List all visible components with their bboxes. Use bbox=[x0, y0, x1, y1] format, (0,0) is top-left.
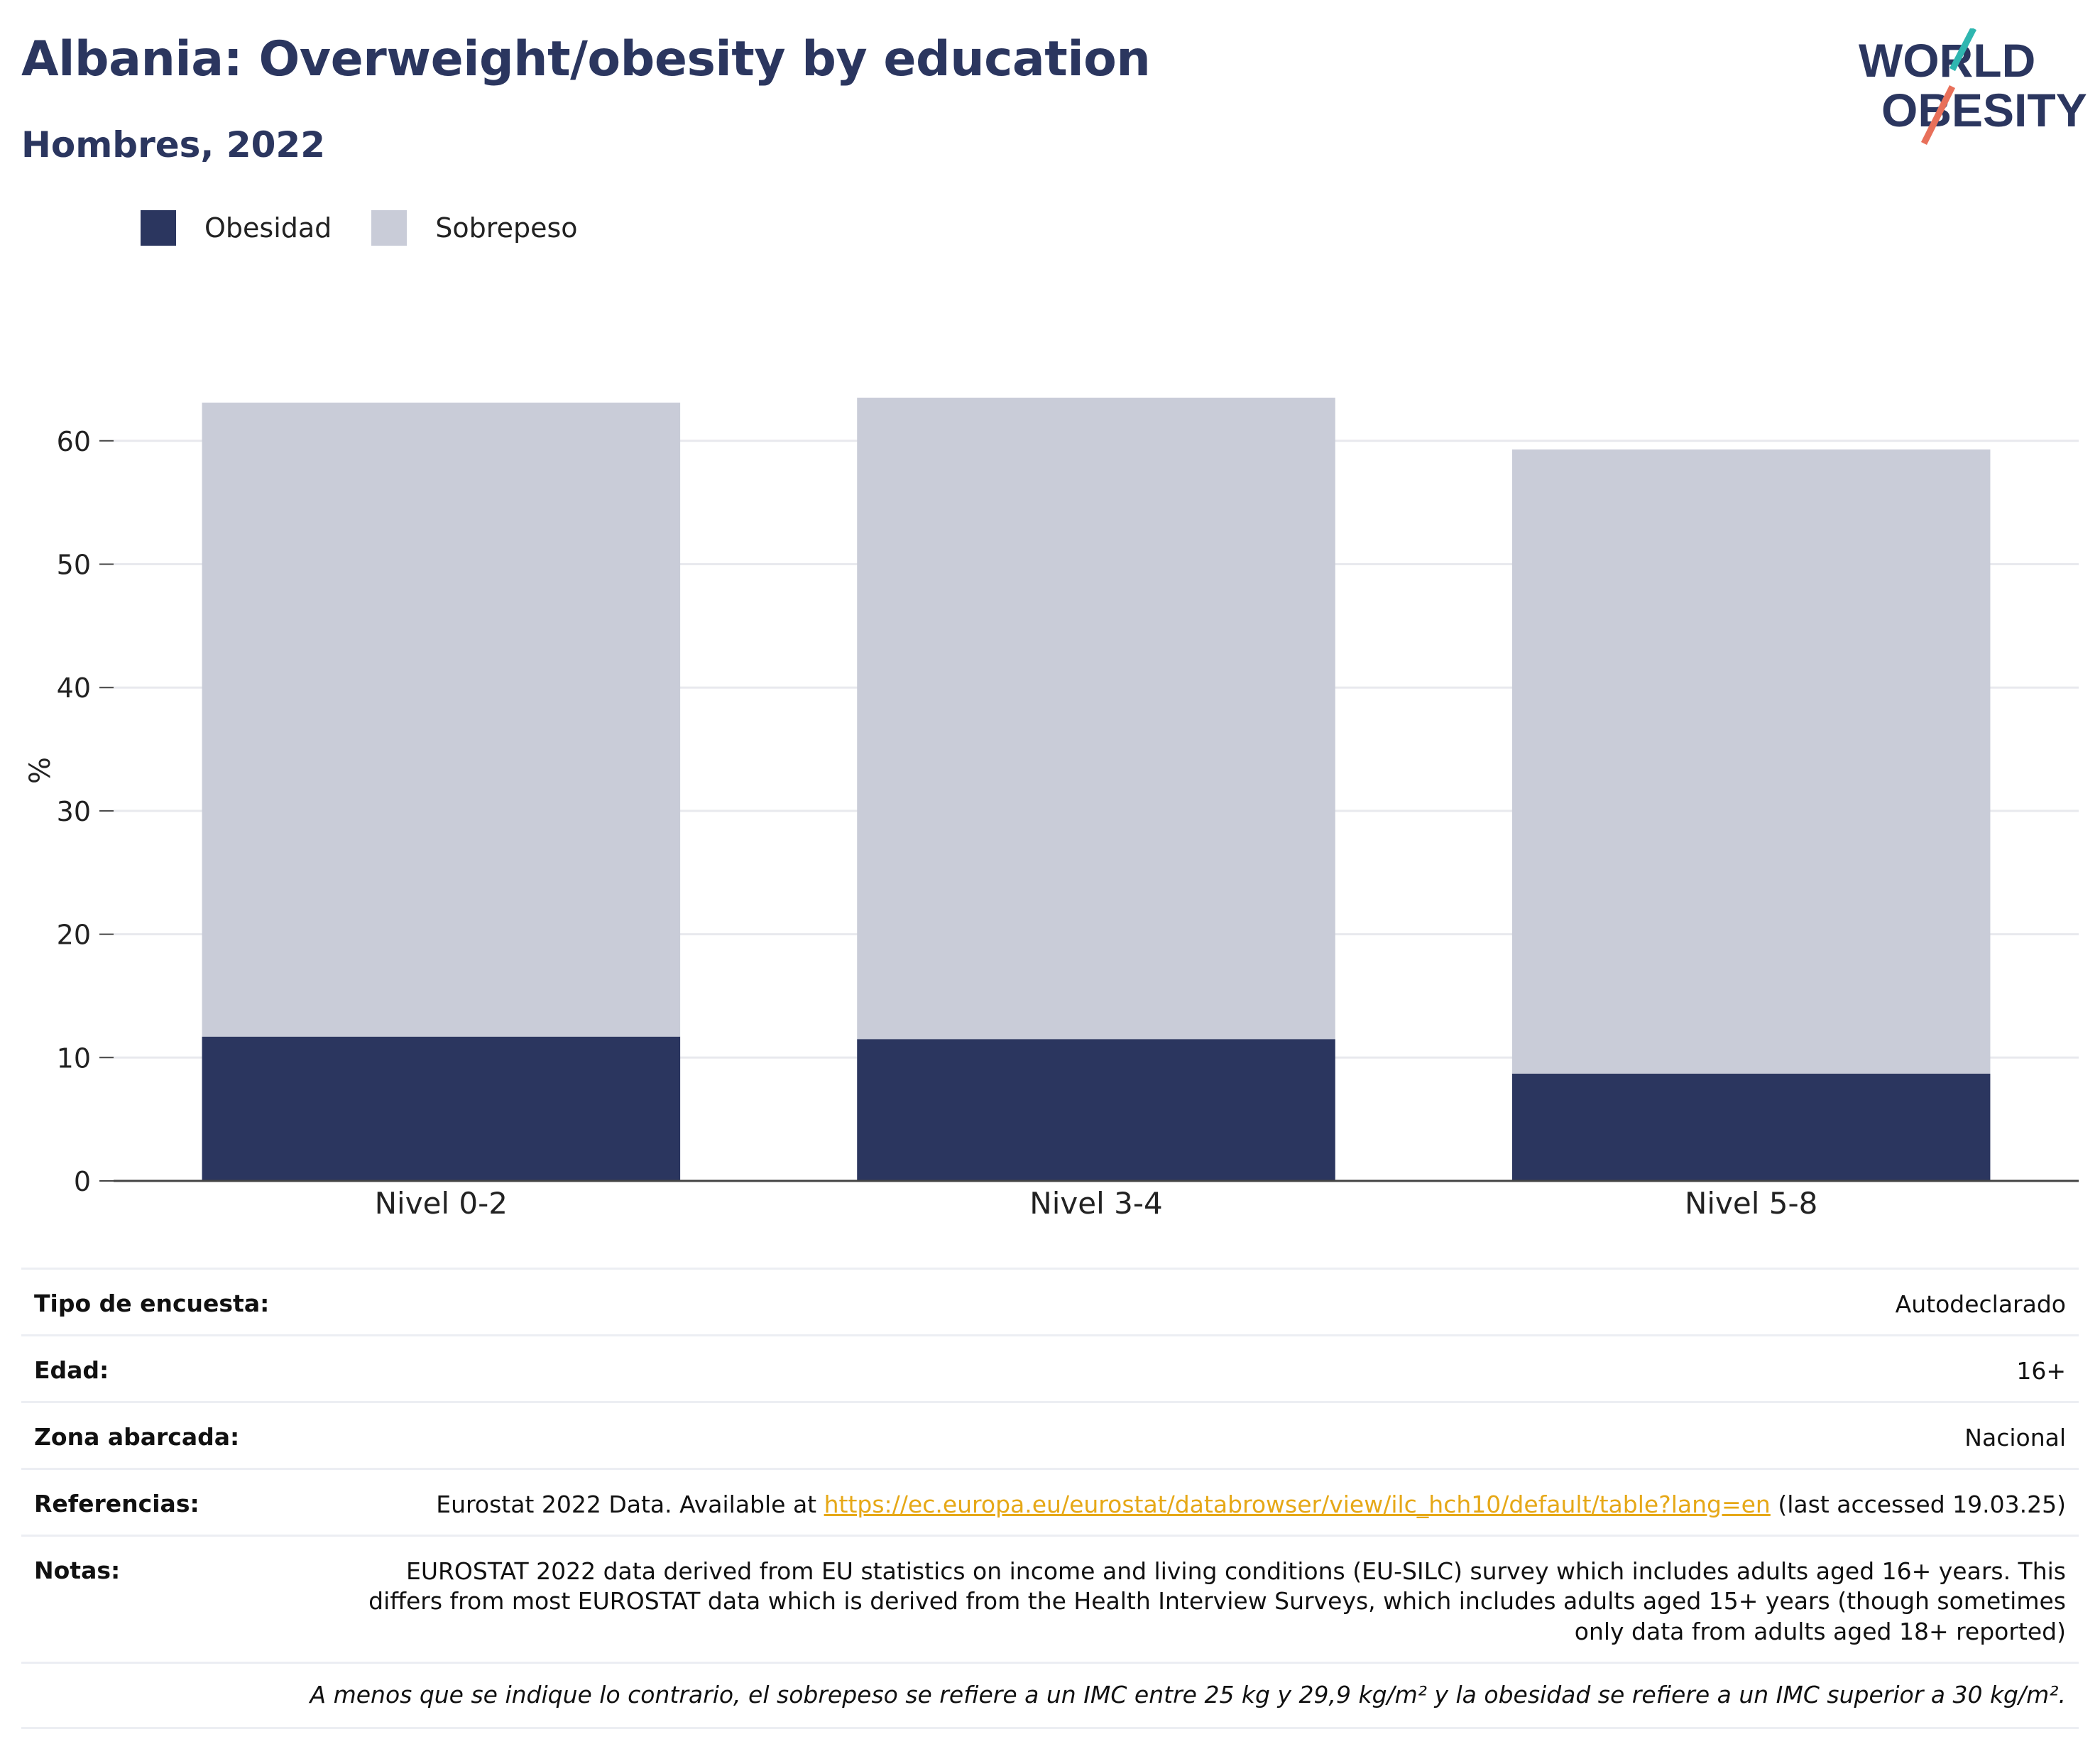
references-text: Eurostat 2022 Data. Available at bbox=[436, 1490, 824, 1518]
x-tick-label: Nivel 0-2 bbox=[375, 1186, 508, 1221]
y-tick-label: 50 bbox=[57, 550, 91, 581]
meta-row-notes: Notas: EUROSTAT 2022 data derived from E… bbox=[21, 1534, 2079, 1662]
meta-row-area: Zona abarcada: Nacional bbox=[21, 1400, 2079, 1468]
bar-obesidad-3[interactable] bbox=[1511, 1073, 1991, 1181]
meta-row-age: Edad: 16+ bbox=[21, 1334, 2079, 1401]
legend-item-sobrepeso[interactable]: Sobrepeso bbox=[371, 210, 578, 246]
meta-val-references: Eurostat 2022 Data. Available at https:/… bbox=[436, 1490, 2066, 1520]
meta-val-survey: Autodeclarado bbox=[1895, 1290, 2066, 1318]
legend-swatch-obesidad bbox=[141, 210, 176, 246]
meta-key-references: Referencias: bbox=[34, 1489, 199, 1518]
chart-subtitle: Hombres, 2022 bbox=[21, 124, 325, 165]
meta-key-notes: Notas: bbox=[34, 1556, 121, 1584]
bar-sobrepeso-3[interactable] bbox=[1511, 449, 1991, 1074]
bar-sobrepeso-1[interactable] bbox=[202, 402, 681, 1037]
logo-slash-coral bbox=[1920, 85, 1956, 146]
axis-ticks: 0 10 20 30 40 50 60 Nivel 0-2 Nivel 3-4 Nivel 5-8 bbox=[57, 426, 1818, 1221]
meta-val-area: Nacional bbox=[1964, 1423, 2066, 1451]
logo-line2: OBESITY bbox=[1881, 84, 2087, 136]
chart-title: Albania: Overweight/obesity by education bbox=[21, 31, 1151, 87]
logo-slash-teal bbox=[1949, 28, 1976, 72]
y-tick-label: 0 bbox=[74, 1166, 91, 1197]
x-tick-label: Nivel 3-4 bbox=[1029, 1186, 1162, 1221]
bar-obesidad-1[interactable] bbox=[202, 1036, 681, 1181]
chart-legend: Obesidad Sobrepeso bbox=[141, 210, 618, 246]
legend-label-obesidad: Obesidad bbox=[204, 212, 332, 244]
legend-label-sobrepeso: Sobrepeso bbox=[435, 212, 578, 244]
bar-sobrepeso-2[interactable] bbox=[857, 398, 1335, 1040]
y-tick-label: 20 bbox=[57, 920, 91, 951]
meta-key-age: Edad: bbox=[34, 1356, 109, 1384]
references-link[interactable]: https://ec.europa.eu/eurostat/databrowse… bbox=[824, 1490, 1771, 1518]
meta-row-survey: Tipo de encuesta: Autodeclarado bbox=[21, 1268, 2079, 1334]
footnote-bmi-definition: A menos que se indique lo contrario, el … bbox=[21, 1662, 2079, 1730]
logo-line1: WORLD bbox=[1859, 34, 2035, 87]
y-axis-label: % bbox=[24, 757, 57, 784]
meta-val-notes: EUROSTAT 2022 data derived from EU stati… bbox=[368, 1557, 2066, 1646]
bar-obesidad-2[interactable] bbox=[857, 1039, 1335, 1181]
world-obesity-logo: WORLD OBESITY bbox=[1859, 28, 2087, 146]
metadata-table: Tipo de encuesta: Autodeclarado Edad: 16… bbox=[21, 1268, 2079, 1730]
references-accessed: (last accessed 19.03.25) bbox=[1770, 1490, 2066, 1518]
meta-key-survey: Tipo de encuesta: bbox=[34, 1290, 270, 1317]
stacked-bar-chart: 0 10 20 30 40 50 60 Nivel 0-2 Nivel 3-4 Nivel 5-8… bbox=[24, 398, 2079, 1221]
y-tick-label: 30 bbox=[57, 796, 91, 827]
y-tick-label: 40 bbox=[57, 672, 91, 704]
bars bbox=[202, 398, 1991, 1181]
meta-key-area: Zona abarcada: bbox=[34, 1422, 240, 1451]
legend-swatch-sobrepeso bbox=[371, 210, 408, 246]
meta-val-age: 16+ bbox=[2016, 1356, 2066, 1385]
y-tick-label: 60 bbox=[57, 426, 91, 457]
meta-row-references: Referencias: Eurostat 2022 Data. Availab… bbox=[21, 1467, 2079, 1535]
legend-item-obesidad[interactable]: Obesidad bbox=[141, 210, 332, 246]
y-tick-label: 10 bbox=[57, 1042, 91, 1074]
x-tick-label: Nivel 5-8 bbox=[1685, 1186, 1817, 1221]
